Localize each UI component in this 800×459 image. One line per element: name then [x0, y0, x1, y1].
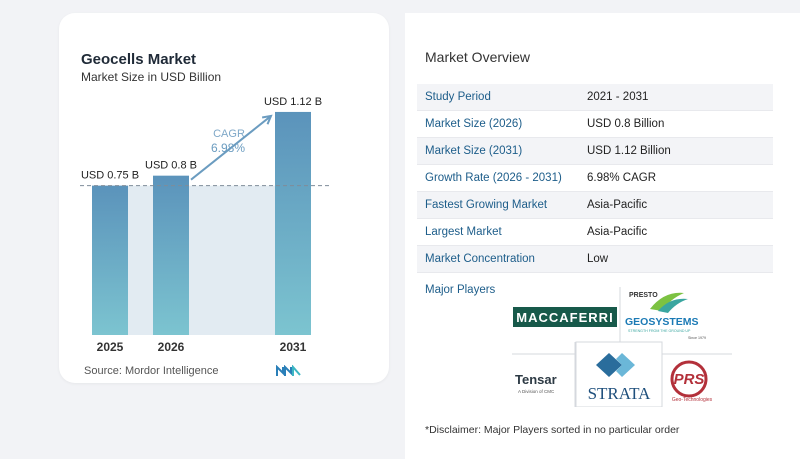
- overview-title: Market Overview: [425, 49, 531, 65]
- bar-value-label: USD 0.75 B: [81, 170, 139, 182]
- mordor-logo-icon: [276, 365, 301, 376]
- bar-value-label: USD 0.8 B: [145, 160, 197, 172]
- chart-subtitle: Market Size in USD Billion: [81, 70, 222, 84]
- maccaferri-logo-text: MACCAFERRI: [516, 310, 613, 325]
- prs-logo-icon: PRS Geo-Technologies: [670, 360, 713, 403]
- major-players-label: Major Players: [425, 284, 496, 296]
- overview-row-value: Low: [587, 253, 609, 265]
- overview-row-value: 2021 - 2031: [587, 91, 649, 103]
- overview-row-value: Asia-Pacific: [587, 199, 648, 211]
- presto-logo-text: PRESTO: [629, 292, 658, 299]
- disclaimer-text: *Disclaimer: Major Players sorted in no …: [425, 424, 680, 436]
- strata-logo-icon: STRATA: [588, 353, 652, 403]
- overview-row: Market Size (2026) USD 0.8 Billion: [417, 111, 773, 138]
- presto-geosystems-logo-icon: PRESTO GEOSYSTEMS STRENGTH FROM THE GROU…: [625, 292, 706, 340]
- x-tick-label: 2025: [97, 340, 124, 354]
- overview-row: Fastest Growing Market Asia-Pacific: [417, 192, 773, 219]
- bar: [92, 185, 128, 335]
- cagr-arrow: [190, 115, 272, 181]
- bar: [275, 111, 311, 335]
- cagr-value: 6.98%: [211, 141, 245, 155]
- overview-row: Growth Rate (2026 - 2031) 6.98% CAGR: [417, 165, 773, 192]
- overview-row: Study Period 2021 - 2031: [417, 84, 773, 111]
- prs-tagline-text: Geo-Technologies: [672, 397, 713, 403]
- geosystems-logo-text: GEOSYSTEMS: [625, 316, 699, 328]
- overview-row: Market Concentration Low: [417, 246, 773, 273]
- strata-logo-text: STRATA: [588, 384, 652, 403]
- cagr-band: [189, 185, 275, 335]
- overview-row-label: Market Size (2031): [425, 145, 523, 157]
- overview-row-label: Study Period: [425, 91, 491, 103]
- tensar-logo-icon: Tensar A Division of CMC: [515, 372, 557, 394]
- overview-row: Market Size (2031) USD 1.12 Billion: [417, 138, 773, 165]
- overview-row-label: Fastest Growing Market: [425, 199, 548, 211]
- overview-row-label: Market Concentration: [425, 253, 535, 265]
- presto-tagline-text: STRENGTH FROM THE GROUND UP: [628, 329, 691, 333]
- major-players-logos: MACCAFERRI PRESTO GEOSYSTEMS STRENGTH FR…: [512, 287, 732, 407]
- x-tick-label: 2026: [158, 340, 185, 354]
- tensar-tagline-text: A Division of CMC: [518, 389, 555, 394]
- x-tick-label: 2031: [280, 340, 307, 354]
- overview-row-value: USD 1.12 Billion: [587, 145, 671, 157]
- overview-row: Largest Market Asia-Pacific: [417, 219, 773, 246]
- overview-row-value: USD 0.8 Billion: [587, 118, 665, 130]
- overview-row-label: Market Size (2026): [425, 118, 523, 130]
- maccaferri-logo-icon: MACCAFERRI: [513, 307, 617, 327]
- prs-logo-text: PRS: [674, 371, 705, 388]
- overview-row-value: 6.98% CAGR: [587, 172, 657, 184]
- presto-since-text: Since 1979: [688, 336, 706, 340]
- bar-value-label: USD 1.12 B: [264, 96, 322, 108]
- gap-band: [128, 185, 153, 335]
- chart-title: Geocells Market: [81, 51, 197, 68]
- tensar-logo-text: Tensar: [515, 372, 557, 387]
- bar: [153, 175, 189, 335]
- overview-row-value: Asia-Pacific: [587, 226, 648, 238]
- cagr-label: CAGR: [213, 128, 245, 140]
- cagr-arrow-head: [261, 114, 273, 125]
- overview-row-label: Growth Rate (2026 - 2031): [425, 172, 562, 184]
- source-text: Source: Mordor Intelligence: [84, 365, 219, 377]
- overview-row-label: Largest Market: [425, 226, 502, 238]
